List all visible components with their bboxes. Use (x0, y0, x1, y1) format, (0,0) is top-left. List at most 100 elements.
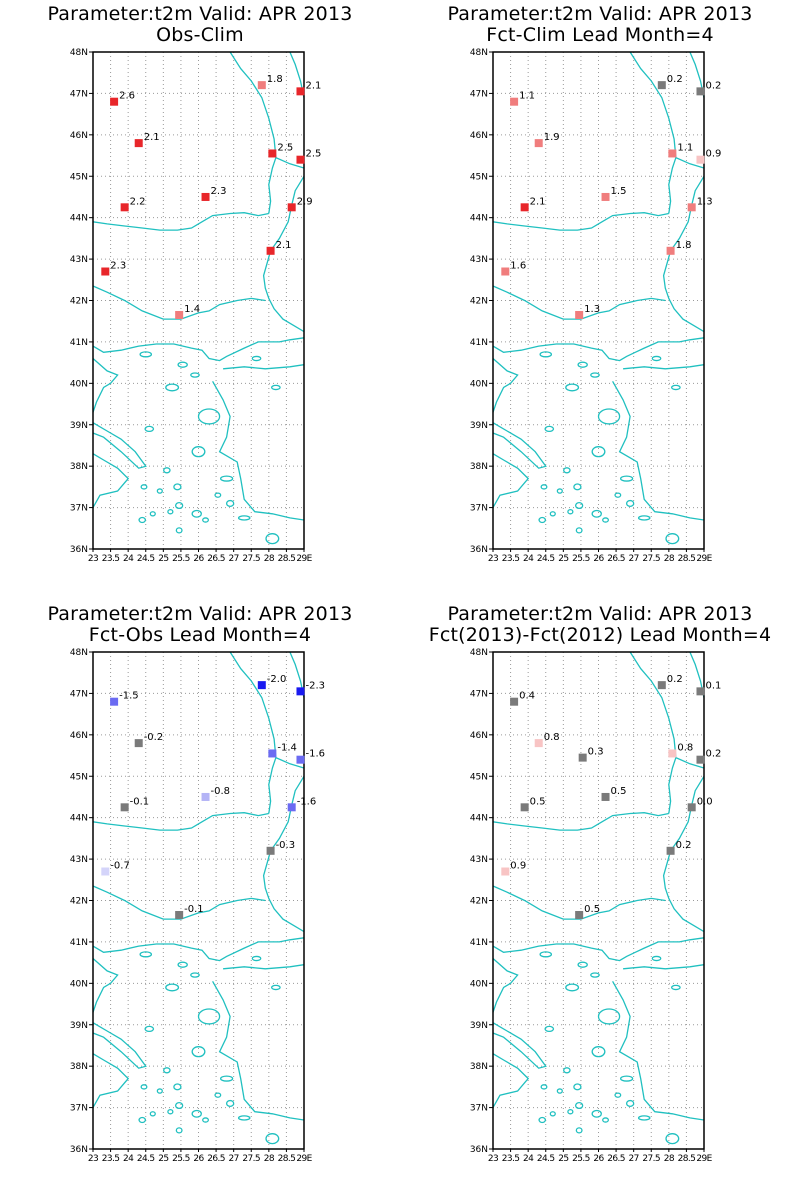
island (175, 527, 183, 534)
island (590, 972, 600, 978)
island (637, 1115, 651, 1121)
island (574, 1101, 584, 1110)
lon-tick-label: 23.5 (502, 554, 520, 564)
island (563, 467, 571, 474)
lat-tick-label: 47N (70, 689, 88, 699)
lat-tick-label: 38N (70, 462, 88, 472)
island (197, 1008, 221, 1025)
station-marker (101, 267, 110, 276)
lon-tick-label: 28 (264, 1154, 275, 1164)
station-value: 0.8 (544, 732, 560, 743)
lon-tick-label: 26.5 (607, 554, 625, 564)
lon-tick-label: 28.5 (278, 1154, 296, 1164)
station-value: -1.5 (119, 691, 139, 702)
lon-tick-label: 27.5 (242, 554, 260, 564)
island (225, 1099, 235, 1107)
station-marker (534, 139, 543, 148)
station-value: 0.2 (667, 674, 683, 685)
station-marker (120, 803, 129, 812)
lat-tick-label: 47N (470, 689, 488, 699)
island (202, 1117, 209, 1123)
island (144, 1025, 155, 1033)
station-value: -2.0 (267, 674, 287, 685)
coastline (229, 652, 277, 758)
station-value: 2.5 (277, 142, 293, 153)
station-value: 1.5 (611, 186, 627, 197)
panel-title-line2: Fct-Clim Lead Month=4 (486, 24, 714, 46)
station-value: 2.1 (144, 132, 160, 143)
coastline (493, 422, 547, 469)
station-marker (501, 267, 510, 276)
island (614, 492, 622, 498)
island (265, 533, 280, 545)
coastline (612, 980, 704, 1121)
coastline (493, 958, 519, 1013)
island (597, 408, 621, 425)
island (614, 1092, 622, 1098)
island (651, 355, 662, 362)
station-value: 0.2 (667, 74, 683, 85)
island (577, 361, 588, 368)
island (140, 1084, 148, 1090)
coastlines (493, 52, 704, 578)
lat-tick-label: 42N (470, 897, 488, 907)
island (620, 475, 634, 482)
station-marker (287, 203, 296, 212)
coastline (93, 885, 266, 920)
island (174, 1101, 184, 1110)
map-panel-2: Parameter:t2m Valid: APR 2013 Fct-Clim L… (400, 0, 800, 600)
island (590, 372, 600, 378)
lon-tick-label: 26.5 (607, 1154, 625, 1164)
lat-tick-label: 39N (470, 1021, 488, 1031)
coastline (93, 453, 130, 508)
island (220, 1075, 234, 1082)
island (632, 1163, 639, 1167)
panel-title-line1: Parameter:t2m Valid: APR 2013 (47, 3, 353, 25)
lat-tick-label: 48N (470, 648, 488, 658)
coastline (223, 964, 304, 970)
station-marker (201, 792, 210, 801)
island (637, 515, 651, 521)
island (202, 517, 209, 523)
coastline (493, 337, 704, 362)
station-value: -1.4 (277, 742, 297, 753)
lat-tick-label: 39N (70, 1021, 88, 1031)
island (549, 1111, 556, 1117)
station-value: 0.2 (676, 840, 692, 851)
lon-tick-label: 24 (123, 554, 134, 564)
island (163, 1067, 171, 1074)
coastline (493, 937, 704, 962)
island (602, 517, 609, 523)
coastline (93, 358, 119, 413)
lon-tick-label: 23.5 (102, 1154, 120, 1164)
island (270, 384, 281, 391)
island (191, 446, 206, 458)
lon-tick-label: 28.5 (678, 1154, 696, 1164)
station-marker (268, 149, 277, 158)
lon-tick-label: 23 (488, 1154, 498, 1164)
station-marker (657, 81, 666, 90)
island (165, 983, 180, 992)
station-marker (534, 739, 543, 748)
island (174, 501, 184, 510)
station-marker (601, 792, 610, 801)
lat-tick-label: 45N (70, 172, 88, 182)
lat-tick-label: 44N (470, 814, 488, 824)
station-value: 2.2 (130, 196, 146, 207)
island (156, 1088, 163, 1094)
coastline (511, 568, 606, 578)
lon-tick-label: 25 (158, 554, 168, 564)
lat-tick-label: 36N (70, 545, 88, 555)
island (591, 446, 606, 458)
lat-tick-label: 37N (70, 504, 88, 514)
island (149, 1111, 156, 1117)
lon-tick-label: 25 (558, 554, 568, 564)
lon-tick-label: 27 (229, 1154, 239, 1164)
island (190, 972, 200, 978)
island (591, 1046, 606, 1058)
station-marker (296, 155, 305, 164)
station-value: 0.1 (705, 680, 721, 691)
station-marker (696, 155, 705, 164)
panel-title-line1: Parameter:t2m Valid: APR 2013 (447, 3, 753, 25)
station-value: 1.1 (677, 142, 693, 153)
